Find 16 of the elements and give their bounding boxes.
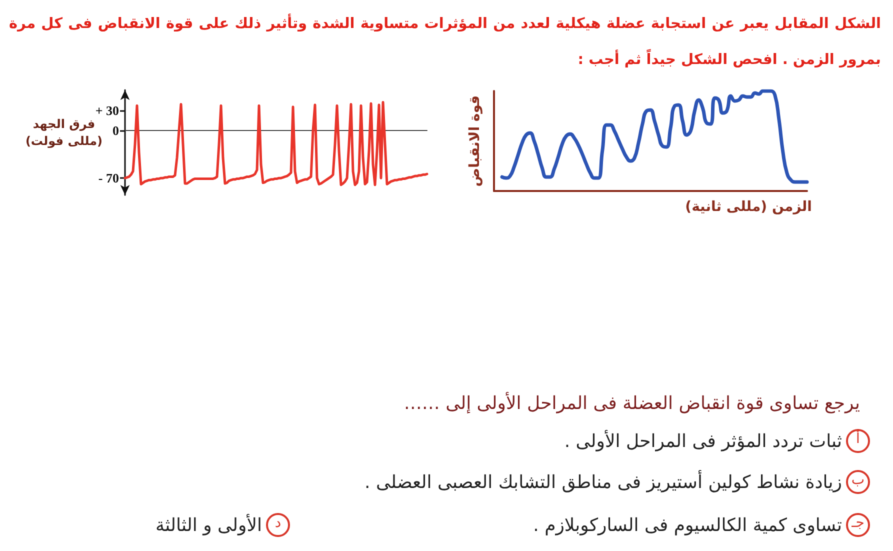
text: ثبات تردد المؤثر فى المراحل الأولى .	[564, 430, 842, 452]
y-axis-title: فرق الجهد (مللى فولت)	[24, 116, 104, 150]
text: ب	[846, 470, 870, 494]
text: الأولى و الثالثة	[155, 514, 262, 536]
chart-title: الشكل المقابل يعبر عن استجابة عضلة هيكلية لعدد من المؤثرات متساوية الشدة وتأثير ذلك على قوة الانقباض فى كل مرة بمرور الزمن . افحص الشكل جيداً ثم أجب :	[9, 16, 881, 68]
text: زيادة نشاط كولين أستيريز فى مناطق التشابك العصبى العضلى .	[364, 472, 842, 492]
x-axis-title: الزمن (مللى ثانية)	[685, 199, 812, 215]
line-series	[124, 100, 428, 186]
y-tick-label: + 30	[95, 102, 119, 118]
text: تساوى كمية الكالسيوم فى الساركوبلازم .	[533, 514, 842, 536]
y-tick-label: 0	[112, 123, 119, 138]
text: يرجع تساوى قوة انقباض العضلة فى المراحل الأولى إلى ……	[404, 393, 860, 414]
text: د	[266, 513, 290, 537]
y-tick-label: - 70	[98, 170, 119, 186]
y-axis-title: قوة الانقباض	[467, 95, 483, 187]
text: جـ	[846, 513, 870, 537]
